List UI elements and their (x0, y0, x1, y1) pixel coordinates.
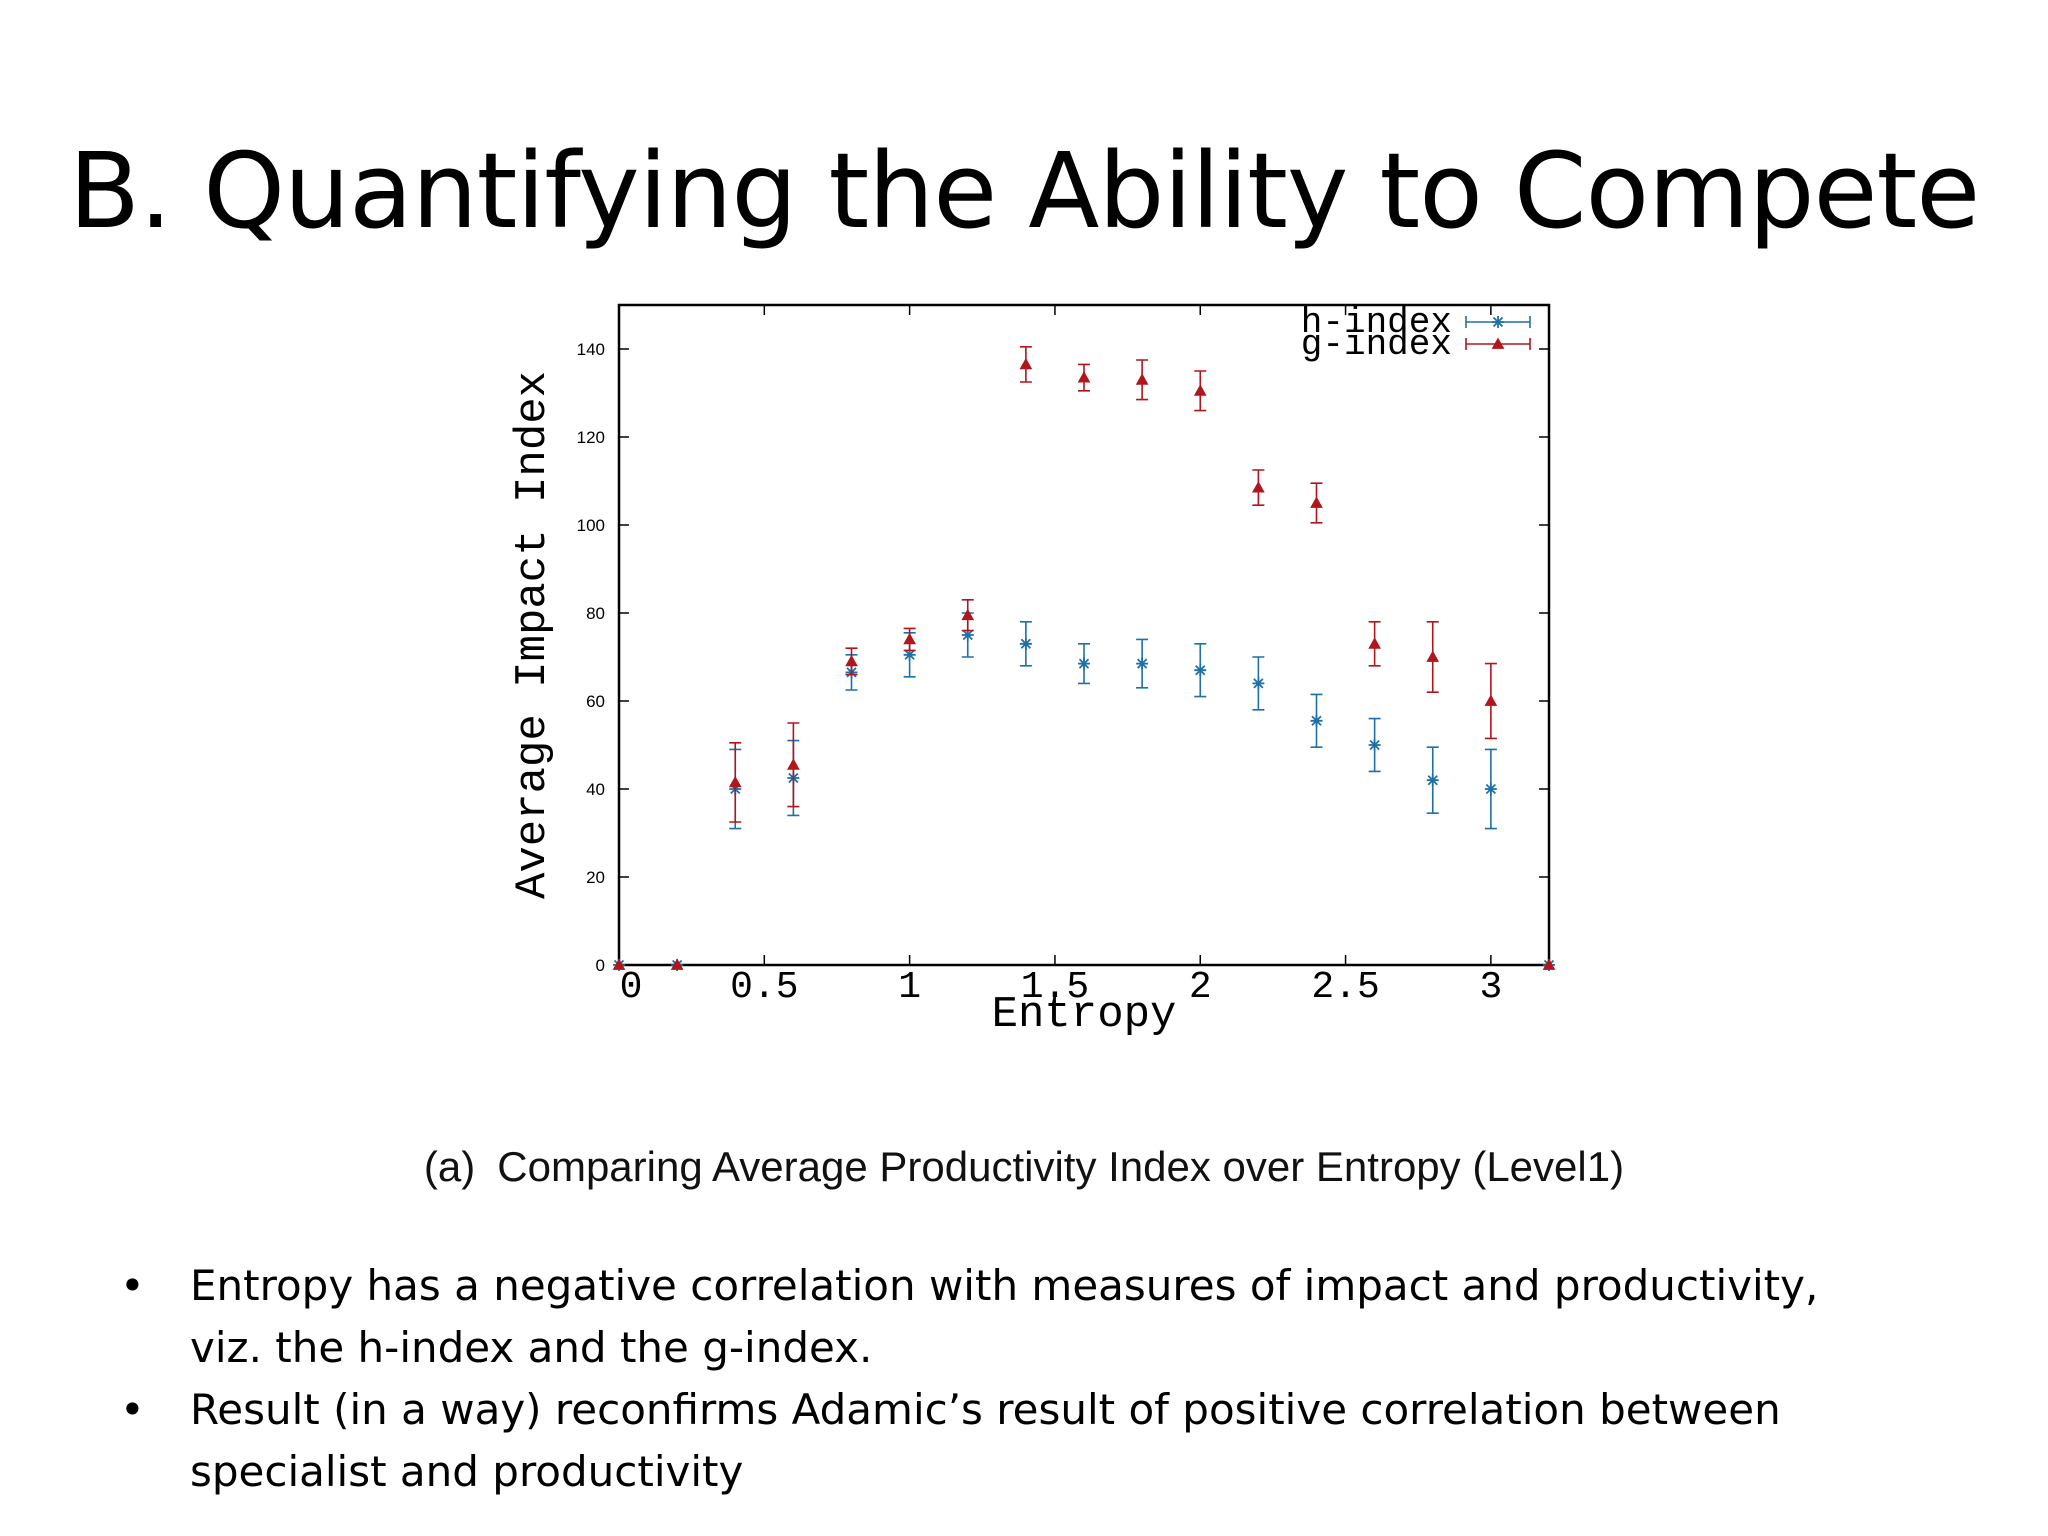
y-tick-label: 80 (586, 604, 605, 623)
slide-title: B. Quantifying the Ability to Compete (68, 130, 1981, 252)
g-index-point (961, 608, 975, 621)
h-index-point (1136, 657, 1149, 670)
x-tick-label: 2 (1189, 966, 1212, 1009)
g-index-point (1310, 496, 1323, 508)
g-index-series (612, 346, 1556, 970)
bullet-line: Result (in a way) reconfirms Adamic’s re… (190, 1385, 1781, 1434)
bullet-line: specialist and productivity (190, 1447, 744, 1496)
g-index-point (1484, 694, 1498, 706)
x-axis: 0 0.5 1 1.5 2 2.5 3 (618, 305, 1502, 1009)
plot-area-frame (617, 303, 1551, 967)
series-layer (612, 346, 1556, 971)
entropy-impact-chart: 0 20 40 60 80 100 120 140 0 0.5 1 1.5 2 2.5 3 h-index… (508, 302, 1556, 1040)
legend-label-h-index: h-index (1301, 302, 1452, 343)
g-index-point (1135, 373, 1149, 385)
figure-caption: (a) Comparing Average Productivity Index … (0, 1143, 2048, 1191)
bullet-line: viz. the h-index and the g-index. (190, 1323, 873, 1372)
g-index-point (1193, 384, 1207, 396)
caption-text: Comparing Average Productivity Index ove… (497, 1143, 1625, 1190)
g-index-point (1368, 637, 1381, 649)
h-index-point (1252, 677, 1265, 690)
g-index-point (845, 654, 858, 667)
bullet-dot: • (120, 1261, 145, 1310)
h-index-point (1194, 664, 1207, 677)
bullet-dot: • (120, 1385, 145, 1434)
bullet-item: • Entropy has a negative correlation wit… (120, 1255, 1970, 1379)
bullet-line: Entropy has a negative correlation with … (190, 1261, 1819, 1310)
h-index-series (613, 612, 1555, 971)
x-tick-label: 0 (620, 966, 643, 1009)
x-tick-label: 2.5 (1311, 966, 1379, 1009)
g-index-point (1019, 357, 1033, 370)
h-index-point (1368, 739, 1381, 751)
h-index-point (1019, 637, 1032, 650)
h-index-point (1310, 714, 1323, 727)
h-index-point (1078, 657, 1090, 670)
g-index-point (728, 775, 742, 788)
bullet-list: • Entropy has a negative correlation wit… (120, 1255, 1970, 1503)
g-index-point (1426, 650, 1440, 662)
y-tick-label: 100 (577, 516, 605, 535)
x-tick-label: 0.5 (730, 966, 798, 1009)
g-index-point (1252, 481, 1265, 493)
g-index-point (612, 958, 626, 970)
g-index-point (1077, 371, 1091, 383)
y-tick-label: 60 (586, 692, 605, 711)
y-axis: 0 20 40 60 80 100 120 140 (577, 340, 1549, 975)
legend-label-g-index: g-index (1301, 324, 1452, 365)
g-index-point (903, 632, 916, 645)
y-tick-label: 0 (596, 956, 605, 975)
g-index-point (787, 758, 800, 770)
h-index-point (961, 629, 974, 641)
x-axis-label: Entropy (992, 990, 1177, 1040)
y-tick-label: 20 (586, 868, 605, 887)
h-index-point (1492, 316, 1504, 328)
y-tick-label: 120 (577, 428, 605, 447)
x-tick-label: 1 (898, 966, 921, 1009)
bullet-item: • Result (in a way) reconfirms Adamic’s … (120, 1379, 1970, 1503)
y-tick-label: 40 (586, 780, 605, 799)
g-index-point (670, 958, 684, 970)
h-index-point (903, 648, 916, 661)
h-index-point (1484, 783, 1497, 795)
x-tick-label: 3 (1479, 966, 1502, 1009)
h-index-point (1426, 774, 1439, 787)
g-index-point (1542, 958, 1556, 970)
y-tick-label: 140 (577, 340, 605, 359)
g-index-point (1491, 337, 1505, 349)
y-axis-label: Average Impact Index (508, 371, 558, 899)
caption-tag: (a) (423, 1143, 476, 1190)
x-tick-label: 1.5 (1021, 966, 1089, 1009)
